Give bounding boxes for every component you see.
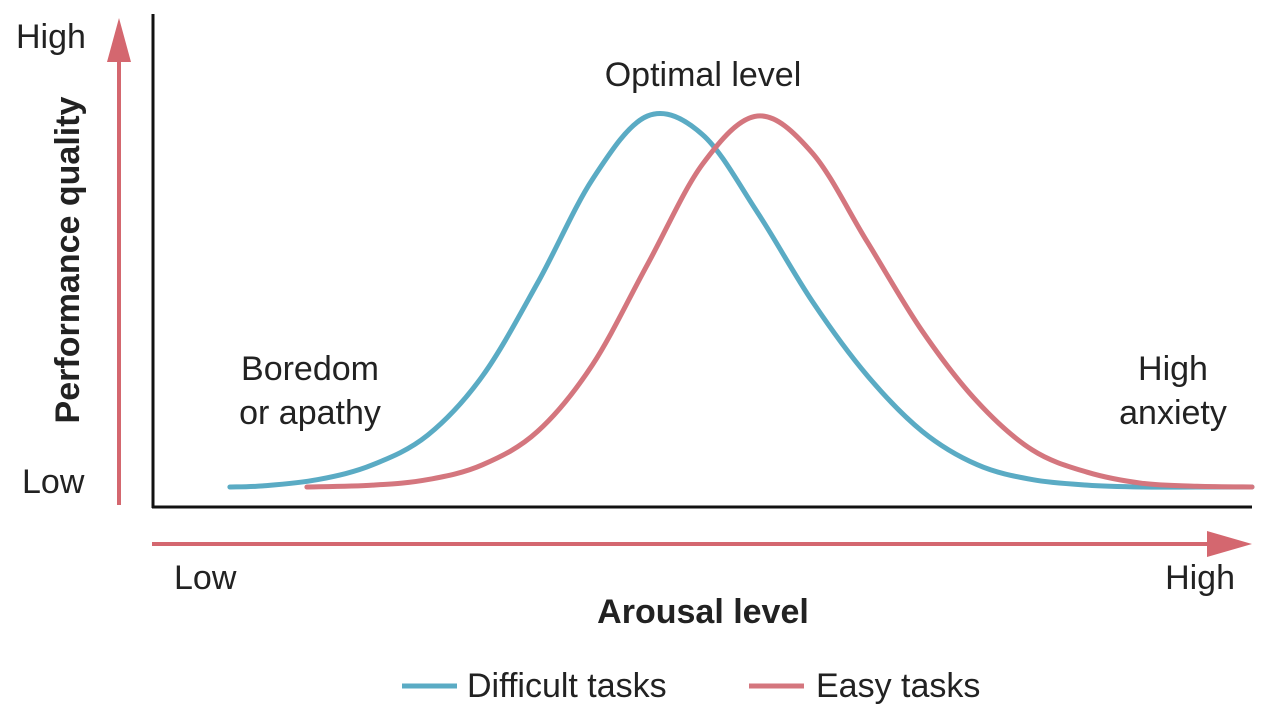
y-axis-arrowhead <box>107 18 131 62</box>
y-high-label: High <box>16 18 86 56</box>
annotation-right-line-2: anxiety <box>1119 394 1227 432</box>
x-axis-title: Arousal level <box>597 593 809 631</box>
y-low-label: Low <box>22 463 85 501</box>
x-axis-arrowhead <box>1207 531 1252 557</box>
legend: Difficult tasks Easy tasks <box>402 667 980 705</box>
y-axis-title: Performance quality <box>49 96 87 423</box>
x-high-label: High <box>1165 559 1235 597</box>
annotation-left-line-1: Boredom <box>241 350 379 388</box>
series-curve-easy-tasks <box>304 113 1255 490</box>
annotation-left-line-2: or apathy <box>239 394 381 432</box>
annotation-right-line-1: High <box>1138 350 1208 388</box>
legend-label-difficult-tasks: Difficult tasks <box>467 667 667 705</box>
legend-label-easy-tasks: Easy tasks <box>816 667 980 705</box>
annotation-peak: Optimal level <box>605 56 802 94</box>
x-low-label: Low <box>174 559 237 597</box>
series-curve-difficult-tasks <box>227 111 1255 490</box>
